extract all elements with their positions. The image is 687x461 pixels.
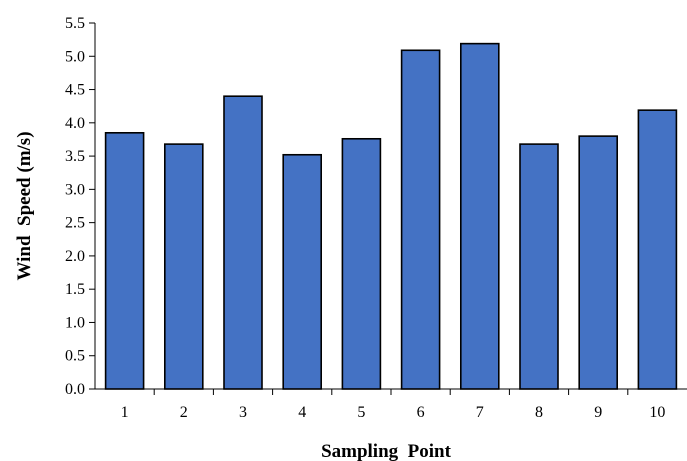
y-axis-title: Wind Speed (m/s) bbox=[14, 131, 35, 280]
bar-sampling-point-4 bbox=[282, 153, 323, 390]
bar-sampling-point-6 bbox=[400, 49, 441, 390]
y-tick-label: 1.0 bbox=[65, 314, 85, 331]
bars-group bbox=[104, 42, 678, 390]
y-tick-label: 2.5 bbox=[65, 215, 85, 232]
x-tick-label: 6 bbox=[417, 404, 425, 421]
x-tick-label: 9 bbox=[594, 404, 602, 421]
y-tick-label: 3.0 bbox=[65, 181, 85, 198]
x-tick-label: 8 bbox=[535, 404, 543, 421]
y-tick-label: 1.5 bbox=[65, 281, 85, 298]
y-axis-ticks: 0.0 0.5 1.0 1.5 2.0 2.5 3.0 3.5 4.0 4.5 5.0 5.5 bbox=[65, 15, 95, 398]
y-tick-label: 4.5 bbox=[65, 82, 85, 99]
x-tick-label: 5 bbox=[357, 404, 365, 421]
y-tick-label: 2.0 bbox=[65, 248, 85, 265]
y-tick-label: 5.5 bbox=[65, 15, 85, 32]
x-tick-label: 7 bbox=[476, 404, 484, 421]
x-tick-label: 4 bbox=[298, 404, 306, 421]
bar-sampling-point-5 bbox=[341, 137, 382, 390]
bar-sampling-point-8 bbox=[519, 143, 559, 390]
y-tick-label: 4.0 bbox=[65, 115, 85, 132]
y-tick-label: 0.0 bbox=[65, 381, 85, 398]
bar-sampling-point-1 bbox=[104, 132, 145, 390]
y-tick-label: 3.5 bbox=[65, 148, 85, 165]
bar-sampling-point-7 bbox=[459, 42, 500, 390]
x-tick-label: 1 bbox=[121, 404, 129, 421]
y-tick-label: 0.5 bbox=[65, 348, 85, 365]
y-tick-label: 5.0 bbox=[65, 48, 85, 65]
x-tick-label: 3 bbox=[239, 404, 247, 421]
x-axis-ticks: 1 2 3 4 5 6 7 8 9 10 bbox=[121, 389, 665, 421]
x-axis-title: Sampling Point bbox=[321, 441, 452, 461]
x-tick-label: 10 bbox=[649, 404, 665, 421]
x-tick-label: 2 bbox=[180, 404, 188, 421]
bar-sampling-point-2 bbox=[164, 143, 204, 390]
bar-sampling-point-10 bbox=[637, 109, 678, 390]
bar-sampling-point-3 bbox=[223, 95, 263, 390]
bar-sampling-point-9 bbox=[578, 135, 619, 390]
